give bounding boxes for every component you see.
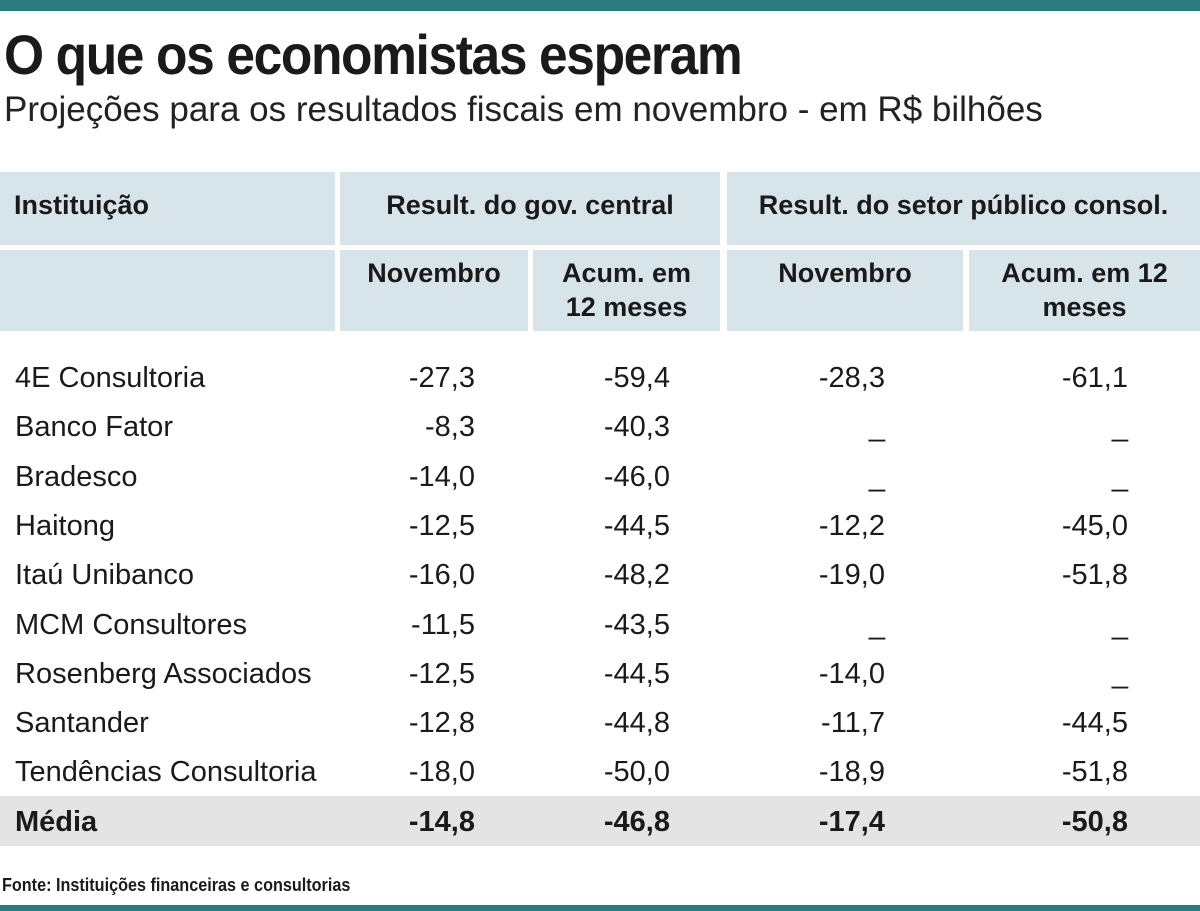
row-value: _ <box>868 460 885 493</box>
row-value: -51,8 <box>1061 756 1128 789</box>
row-value: -48,2 <box>603 559 670 592</box>
sub-header: Novembro <box>727 250 963 331</box>
row-value: -28,3 <box>818 362 885 394</box>
row-value: -59,4 <box>603 362 670 394</box>
corner-header: Instituição <box>0 172 335 245</box>
group-header: Result. do setor público consol. <box>727 172 1200 245</box>
row-value: -51,8 <box>1061 559 1128 592</box>
row-value: -44,5 <box>603 657 670 690</box>
row-value: -18,0 <box>408 756 475 789</box>
row-label: Rosenberg Associados <box>15 657 312 690</box>
row-value: -12,5 <box>408 657 475 690</box>
row-value: -50,8 <box>1061 805 1128 838</box>
sub-header: Acum. em 12 meses <box>969 250 1200 331</box>
row-value: -12,8 <box>408 707 475 740</box>
header-filler <box>0 250 335 331</box>
row-value: -14,8 <box>408 805 475 838</box>
top-bar <box>0 0 1200 11</box>
row-value: -18,9 <box>818 756 885 789</box>
subtitle: Projeções para os resultados fiscais em … <box>4 90 1043 129</box>
row-value: -44,5 <box>1061 707 1128 740</box>
row-value: -61,1 <box>1061 362 1128 394</box>
source: Fonte: Instituições financeiras e consul… <box>2 875 351 895</box>
row-label: Banco Fator <box>15 411 173 444</box>
row-value: _ <box>868 608 885 641</box>
row-value: _ <box>1111 608 1128 641</box>
row-value: -14,0 <box>818 657 885 690</box>
row-value: _ <box>1111 460 1128 493</box>
row-label: 4E Consultoria <box>15 362 206 394</box>
row-label: Média <box>15 805 98 838</box>
row-value: -11,5 <box>411 608 475 641</box>
bottom-bar <box>0 905 1200 911</box>
sub-header: Acum. em 12 meses <box>533 250 720 331</box>
row-value: -40,3 <box>603 411 670 444</box>
row-value: -8,3 <box>425 411 475 444</box>
row-label: MCM Consultores <box>15 608 248 641</box>
row-value: -27,3 <box>408 362 475 394</box>
row-label: Tendências Consultoria <box>15 756 317 789</box>
row-value: _ <box>1111 411 1128 444</box>
row-value: -43,5 <box>603 608 670 641</box>
row-value: _ <box>1111 657 1128 690</box>
row-value: -46,8 <box>603 805 670 838</box>
row-label: Haitong <box>15 509 115 542</box>
row-value: -50,0 <box>603 756 670 789</box>
row-value: -44,8 <box>603 707 670 740</box>
row-value: -19,0 <box>818 559 885 592</box>
row-value: _ <box>868 411 885 444</box>
row-value: -12,2 <box>818 509 885 542</box>
row-value: -17,4 <box>818 805 885 838</box>
group-header: Result. do gov. central <box>340 172 720 245</box>
row-value: -45,0 <box>1061 509 1128 542</box>
sub-header: Novembro <box>340 250 528 331</box>
row-label: Santander <box>15 707 149 740</box>
row-value: -12,5 <box>408 509 475 542</box>
row-value: -16,0 <box>408 559 475 592</box>
row-label: Itaú Unibanco <box>15 559 194 592</box>
title: O que os economistas esperam <box>4 23 743 86</box>
row-label: Bradesco <box>15 460 138 493</box>
total-background <box>0 795 1200 846</box>
row-value: -11,7 <box>821 707 885 740</box>
row-value: -46,0 <box>603 460 670 493</box>
row-value: -14,0 <box>408 460 475 493</box>
row-value: -44,5 <box>603 509 670 542</box>
